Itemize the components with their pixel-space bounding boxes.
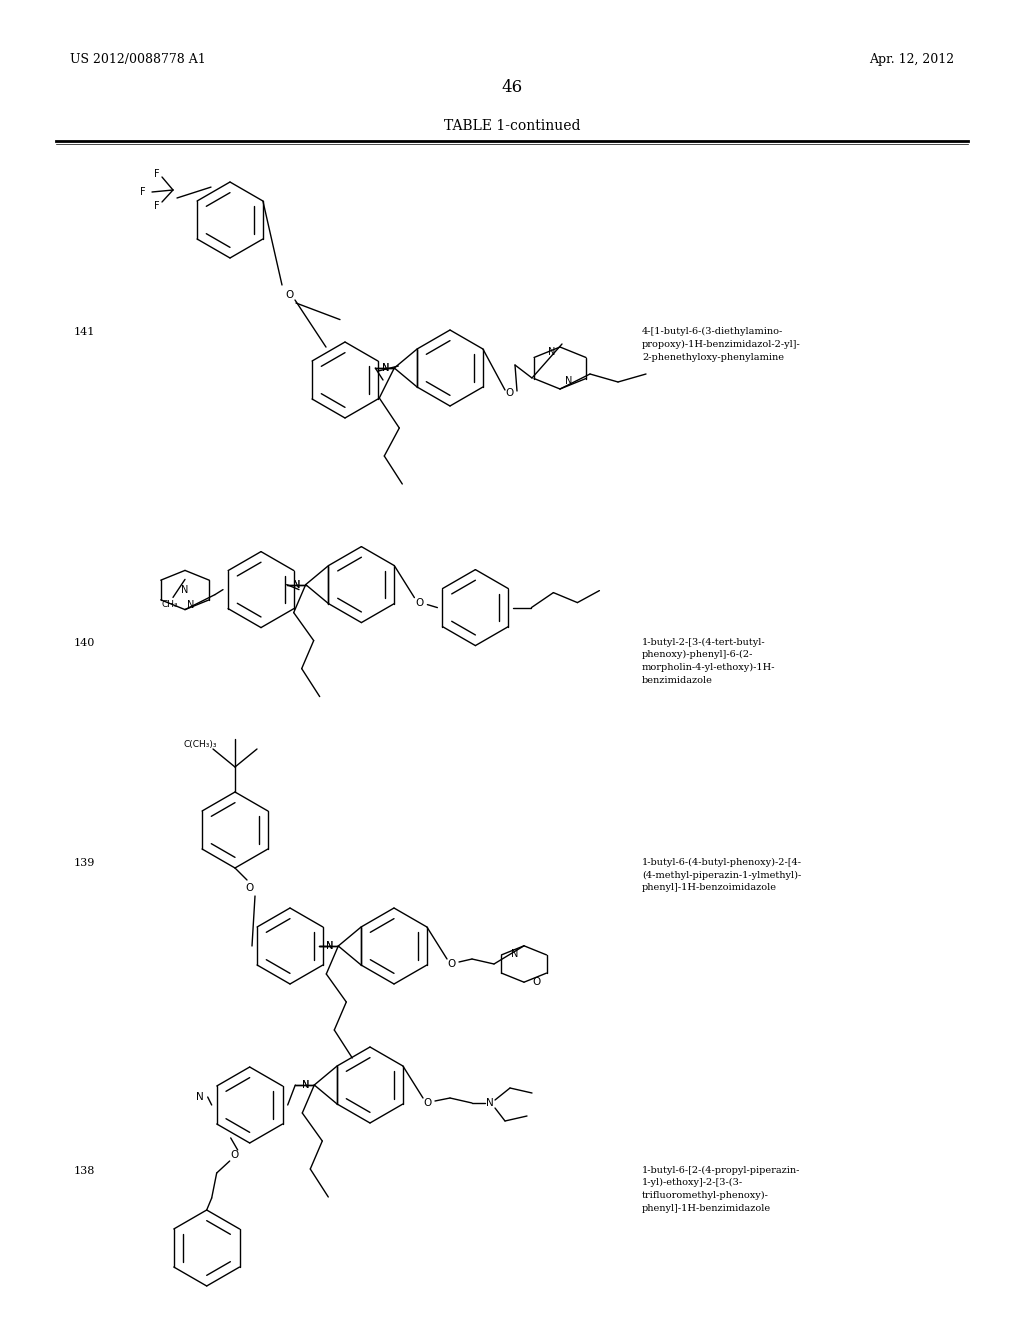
Text: N: N: [565, 376, 572, 385]
Text: C(CH₃)₃: C(CH₃)₃: [183, 741, 217, 750]
Text: 138: 138: [74, 1166, 95, 1176]
Text: N: N: [511, 949, 518, 958]
Text: 46: 46: [502, 79, 522, 96]
Text: 4-[1-butyl-6-(3-diethylamino-
propoxy)-1H-benzimidazol-2-yl]-
2-phenethyloxy-phe: 4-[1-butyl-6-(3-diethylamino- propoxy)-1…: [642, 327, 801, 362]
Text: N: N: [548, 347, 555, 356]
Text: CH₃: CH₃: [162, 601, 178, 610]
Text: N: N: [302, 1080, 309, 1090]
Text: US 2012/0088778 A1: US 2012/0088778 A1: [70, 53, 206, 66]
Text: O: O: [506, 388, 514, 399]
Text: 140: 140: [74, 638, 95, 648]
Text: F: F: [140, 187, 145, 197]
Text: F: F: [155, 169, 160, 180]
Text: TABLE 1-continued: TABLE 1-continued: [443, 119, 581, 133]
Text: Apr. 12, 2012: Apr. 12, 2012: [869, 53, 954, 66]
Text: N: N: [486, 1098, 494, 1107]
Text: 141: 141: [74, 327, 95, 338]
Text: O: O: [447, 960, 456, 969]
Text: N: N: [196, 1092, 204, 1102]
Text: N: N: [326, 941, 333, 950]
Text: O: O: [416, 598, 424, 607]
Text: N: N: [326, 941, 333, 950]
Text: N: N: [293, 579, 301, 590]
Text: N: N: [181, 585, 188, 595]
Text: 1-butyl-2-[3-(4-tert-butyl-
phenoxy)-phenyl]-6-(2-
morpholin-4-yl-ethoxy)-1H-
be: 1-butyl-2-[3-(4-tert-butyl- phenoxy)-phe…: [642, 638, 775, 685]
Text: N: N: [302, 1080, 309, 1090]
Text: 1-butyl-6-(4-butyl-phenoxy)-2-[4-
(4-methyl-piperazin-1-ylmethyl)-
phenyl]-1H-be: 1-butyl-6-(4-butyl-phenoxy)-2-[4- (4-met…: [642, 858, 802, 892]
Text: O: O: [532, 977, 541, 987]
Text: O: O: [424, 1098, 432, 1107]
Text: N: N: [382, 363, 389, 374]
Text: O: O: [246, 883, 254, 894]
Text: O: O: [230, 1150, 239, 1160]
Text: 139: 139: [74, 858, 95, 869]
Text: N: N: [382, 363, 389, 374]
Text: F: F: [155, 201, 160, 211]
Text: O: O: [286, 290, 294, 300]
Text: 1-butyl-6-[2-(4-propyl-piperazin-
1-yl)-ethoxy]-2-[3-(3-
trifluoromethyl-phenoxy: 1-butyl-6-[2-(4-propyl-piperazin- 1-yl)-…: [642, 1166, 801, 1213]
Text: N: N: [293, 579, 301, 590]
Text: N: N: [187, 599, 195, 610]
